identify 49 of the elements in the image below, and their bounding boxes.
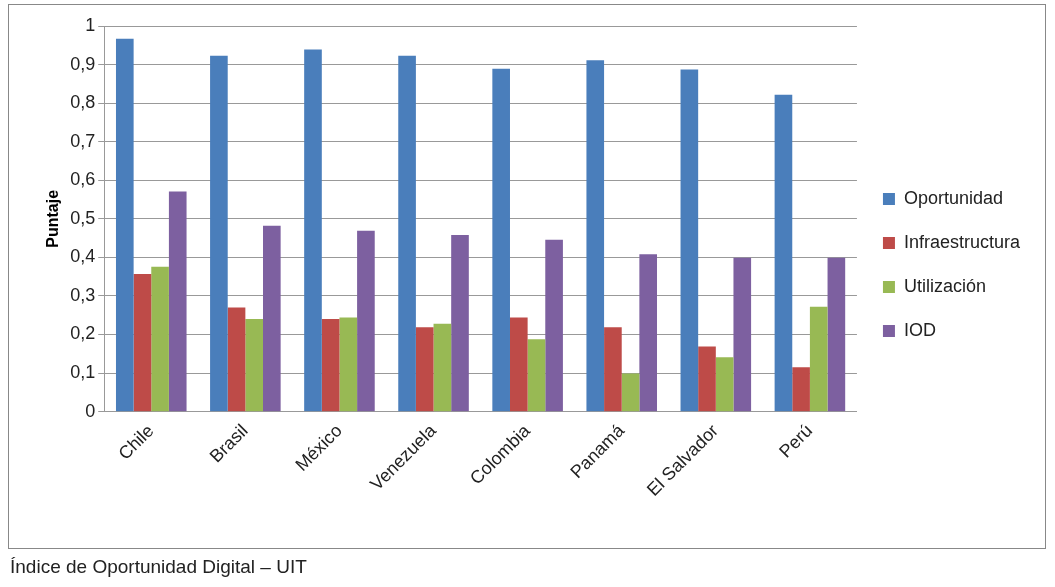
y-tick-label: 1 xyxy=(85,14,96,35)
bar xyxy=(321,319,340,412)
bar xyxy=(809,306,828,412)
bar xyxy=(210,55,228,412)
y-axis-title: Puntaje xyxy=(44,189,62,248)
bar xyxy=(527,339,546,412)
bar xyxy=(451,235,469,412)
y-tick-label: 0,7 xyxy=(70,130,96,151)
bar xyxy=(433,323,452,412)
bar xyxy=(586,60,605,412)
y-tick-label: 0,9 xyxy=(70,53,96,74)
bar xyxy=(339,317,358,412)
legend-label: Utilización xyxy=(903,275,986,296)
bar xyxy=(227,307,246,412)
y-tick-label: 0,3 xyxy=(70,284,96,305)
bar xyxy=(680,69,699,412)
bar xyxy=(733,257,752,412)
legend-label: Oportunidad xyxy=(903,187,1004,208)
bar xyxy=(698,346,716,412)
bar xyxy=(827,257,846,412)
bar xyxy=(509,317,528,412)
bar xyxy=(133,273,152,412)
y-tick-label: 0,6 xyxy=(70,169,96,190)
y-tick-label: 0,4 xyxy=(70,246,96,267)
bar xyxy=(357,230,375,412)
bar xyxy=(604,327,622,412)
bar xyxy=(715,357,734,412)
bar xyxy=(304,49,322,412)
y-tick-label: 0,2 xyxy=(70,323,96,344)
bar xyxy=(621,373,640,412)
y-tick-label: 0,8 xyxy=(70,92,96,113)
bar xyxy=(492,68,510,412)
bar xyxy=(151,266,169,412)
bar xyxy=(639,254,658,412)
y-tick-label: 0,1 xyxy=(70,362,96,383)
bar xyxy=(415,327,434,412)
legend-label: IOD xyxy=(903,319,936,340)
bar xyxy=(792,367,810,412)
y-tick-label: 0 xyxy=(85,400,96,421)
text: Índice de Oportunidad Digital – UIT xyxy=(10,556,307,578)
bar xyxy=(168,191,187,412)
bar xyxy=(245,319,263,412)
bar xyxy=(115,38,134,412)
bar xyxy=(263,225,281,412)
bar xyxy=(545,239,563,412)
bar xyxy=(398,55,416,412)
legend-label: Infraestructura xyxy=(903,231,1021,252)
bar xyxy=(774,94,793,412)
y-tick-label: 0,5 xyxy=(70,207,96,228)
